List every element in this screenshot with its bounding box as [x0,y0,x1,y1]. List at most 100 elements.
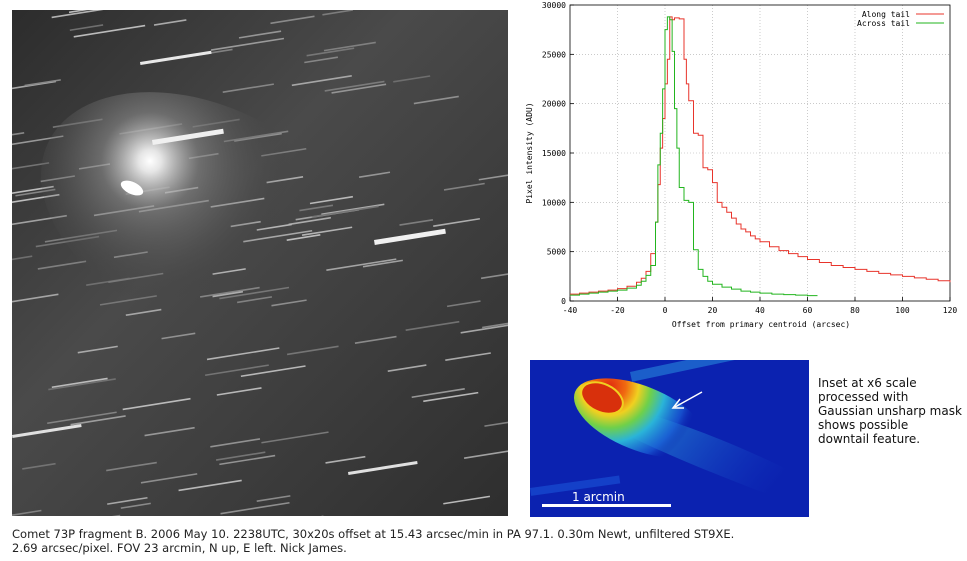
y-tick-label: 0 [561,297,566,306]
star-trail [331,83,387,94]
legend-label: Along tail [862,10,910,19]
star-trail [51,10,115,19]
star-trail [445,352,491,362]
x-tick-label: 60 [803,306,813,315]
star-trail [153,19,187,26]
star-trail [482,319,508,329]
star-trail [362,259,403,268]
star-trail [358,171,391,178]
inset-processed-image: 1 arcmin [530,360,809,517]
star-trail [178,479,242,492]
star-trail [216,387,262,396]
x-axis-label: Offset from primary centroid (arcsec) [672,320,850,329]
star-trail [12,135,64,146]
star-trail [106,461,157,472]
figure-caption: Comet 73P fragment B. 2006 May 10. 2238U… [12,527,952,555]
star-trail [463,447,508,459]
star-trail [206,347,280,361]
star-trail [446,300,481,308]
comet-nucleus [120,180,144,196]
star-trail [222,83,274,93]
star-trail [443,495,491,505]
star-trail [306,47,355,57]
star-trail [423,391,479,403]
x-tick-label: 100 [895,306,910,315]
star-trail [48,378,116,391]
star-trail [460,321,508,334]
star-trail [484,414,508,427]
star-trail [144,426,195,437]
inset-note: Inset at x6 scale processed with Gaussia… [818,376,962,446]
x-tick-label: 40 [755,306,765,315]
chart-svg: -40 -20 0 20 40 60 80 100 120 0 5000 10000 15000 2000… [525,1,958,329]
star-trail [122,397,191,411]
intensity-profile-chart: -40 -20 0 20 40 60 80 100 120 0 5000 10000 15000 2000… [518,0,967,335]
star-trail [140,473,198,484]
y-axis-label: Pixel intensity (ADU) [525,102,534,203]
y-tick-label: 5000 [547,248,566,257]
star-trail [219,454,276,466]
star-trail [443,182,485,191]
star-trail [12,255,33,265]
series-line-2 [570,16,818,297]
y-tick-label: 25000 [542,50,566,59]
star-trail [22,462,56,470]
x-tick-label: 80 [850,306,860,315]
star-trail [107,496,148,505]
star-trail [256,495,291,502]
star-trail [238,30,282,39]
y-tick-label: 20000 [542,100,566,109]
star-trail [68,10,137,14]
series-line-1 [570,16,951,295]
x-tick-label: -40 [563,306,578,315]
star-trail [286,345,339,356]
star-trail [51,377,108,389]
star-trail [478,171,508,181]
star-trail [393,75,431,83]
star-trail [69,24,104,32]
star-trail [12,132,25,140]
arrow-icon [671,391,703,409]
star-trail [413,95,459,105]
star-trail [120,502,151,509]
x-tick-label: 20 [708,306,718,315]
bright-star-trails [12,50,446,475]
star-trail [304,56,338,64]
star-trail [161,332,196,340]
star-trail [70,415,126,426]
x-tick-label: 120 [943,306,958,315]
star-trail [12,293,59,305]
legend-label: Across tail [857,19,910,28]
star-trail [77,345,118,354]
y-tick-label: 30000 [542,1,566,10]
star-trail [261,431,329,444]
star-trail [405,320,460,332]
star-trail [220,501,290,515]
scale-bar-label: 1 arcmin [572,490,625,504]
star-trail [354,335,397,344]
chart-axes: -40 -20 0 20 40 60 80 100 120 0 5000 10000 15000 2000… [542,1,958,315]
star-trail [24,79,61,87]
star-trail [433,217,481,227]
star-trail [325,455,366,464]
star-trail [411,388,465,399]
x-tick-label: -20 [610,306,625,315]
comet-photo [12,10,508,516]
comet-coma [41,92,363,338]
inset-nucleus [580,381,624,415]
star-trail [240,365,306,378]
star-trail [210,37,285,51]
star-trail [324,80,385,92]
star-trail [291,75,352,87]
chart-series [570,16,951,297]
star-trail [387,364,427,372]
caption-line-1: Comet 73P fragment B. 2006 May 10. 2238U… [12,527,735,541]
star-trail [322,10,353,16]
star-trail [270,15,315,25]
comet-photo-svg [12,10,508,516]
star-trail [480,272,508,280]
chart-grid [570,5,950,301]
star-trail [37,260,87,270]
star-trail [12,162,50,173]
